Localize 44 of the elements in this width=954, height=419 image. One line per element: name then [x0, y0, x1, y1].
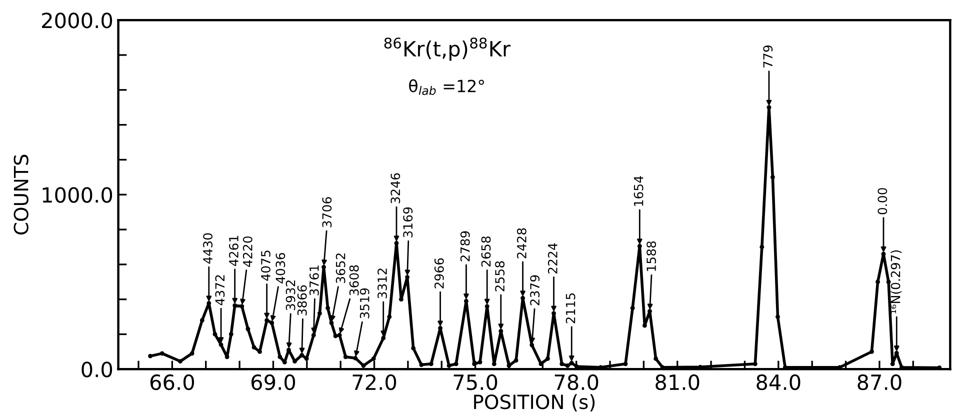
annotation: 4372: [215, 275, 225, 306]
x-axis-title: POSITION (s): [474, 394, 595, 412]
annotation: 2658: [481, 236, 491, 267]
annotation: 3169: [403, 207, 413, 238]
annotation: 4075: [260, 250, 270, 281]
annotation: 2966: [434, 258, 444, 288]
annotation: 3706: [322, 197, 332, 228]
annotation: 0.00: [878, 188, 888, 214]
x-tick-label: 69.0: [251, 374, 296, 390]
annotation: 4261: [229, 236, 238, 266]
annotation: 2558: [495, 261, 505, 292]
annotation: 3608: [349, 265, 359, 296]
x-tick-label: 66.0: [150, 374, 194, 390]
annotation: 3652: [336, 253, 346, 284]
annotation: 1588: [646, 241, 656, 271]
y-tick-label: 2000.0: [42, 12, 112, 28]
annotation: 3932: [286, 280, 296, 310]
y-tick-label: 0.0: [82, 362, 112, 378]
annotation: 3519: [360, 288, 370, 318]
text: $^{86}$Kr(t,p)$^{88}$Kr: [384, 38, 511, 61]
annotation: 2428: [516, 228, 526, 258]
annotation: 4430: [203, 233, 213, 264]
y-tick-label: 1000.0: [42, 187, 112, 203]
annotation: 3312: [378, 268, 387, 298]
x-tick-label: 87.0: [858, 374, 902, 390]
annotation: 2379: [530, 275, 540, 306]
x-tick-label: 81.0: [656, 374, 700, 390]
annotation: 2224: [548, 243, 558, 274]
annotation: 779: [763, 46, 773, 68]
annotation: 3866: [297, 285, 307, 316]
x-tick-label: 75.0: [454, 374, 498, 390]
annotation: 2789: [460, 231, 470, 262]
annotation: 3246: [390, 173, 400, 204]
annotation: 4220: [242, 236, 252, 267]
x-tick-label: 78.0: [554, 374, 598, 390]
annotation: 3761: [309, 266, 319, 296]
x-tick-label: 72.0: [352, 374, 396, 390]
annotation: ¹⁶N(0.297): [890, 250, 902, 314]
annotation: 2115: [566, 293, 576, 324]
text: θ$_{lab}$ =12°: [409, 79, 484, 95]
x-tick-label: 84.0: [756, 374, 800, 390]
y-axis-title: COUNTS: [14, 154, 28, 234]
annotation: 1654: [634, 176, 644, 206]
annotation: 4036: [276, 252, 286, 284]
